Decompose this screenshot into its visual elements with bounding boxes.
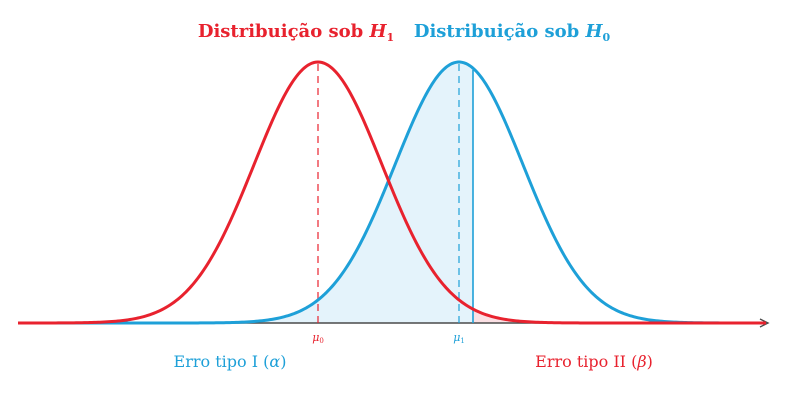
type-one-error-suffix: ) [280, 352, 286, 371]
tick-label-mu1: μ1 [453, 331, 465, 345]
curve-h1 [17, 60, 766, 325]
title-h1-prefix: Distribuição sob [198, 21, 370, 42]
title-h0: Distribuição sob H0 [414, 21, 611, 44]
tick-mu1-subscript: 1 [460, 337, 464, 345]
title-h1-subscript: 1 [386, 31, 394, 44]
title-h1: Distribuição sob H1 [198, 21, 394, 44]
title-h0-prefix: Distribuição sob [414, 21, 586, 42]
type-two-error-label: Erro tipo II (β) [535, 352, 653, 371]
type-two-error-region [473, 309, 766, 323]
tick-mu0-symbol: μ [312, 331, 319, 344]
type-one-error-prefix: Erro tipo I ( [174, 352, 270, 371]
title-h1-symbol: H [368, 21, 387, 42]
type-one-error-region [18, 62, 473, 323]
title-h0-symbol: H [584, 21, 603, 42]
alpha-symbol: α [269, 352, 280, 371]
type-two-error-suffix: ) [647, 352, 653, 371]
type-two-error-prefix: Erro tipo II ( [535, 352, 637, 371]
beta-symbol: β [636, 352, 646, 371]
axis-arrow-icon [759, 318, 770, 328]
type-one-error-label: Erro tipo I (α) [174, 352, 287, 371]
tick-mu1-symbol: μ [453, 331, 460, 344]
tick-label-mu0: μ0 [312, 331, 324, 345]
title-h0-subscript: 0 [602, 31, 610, 44]
tick-mu0-subscript: 0 [319, 337, 323, 345]
curve-h0 [18, 60, 766, 325]
